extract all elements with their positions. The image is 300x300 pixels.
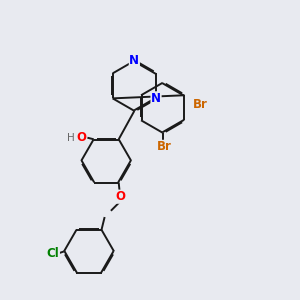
Text: H: H: [67, 133, 75, 143]
Text: N: N: [151, 92, 161, 105]
Text: Cl: Cl: [46, 248, 59, 260]
Text: Br: Br: [193, 98, 207, 111]
Text: Br: Br: [157, 140, 172, 153]
Text: O: O: [115, 190, 125, 203]
Text: N: N: [129, 54, 140, 67]
Text: O: O: [76, 131, 86, 144]
